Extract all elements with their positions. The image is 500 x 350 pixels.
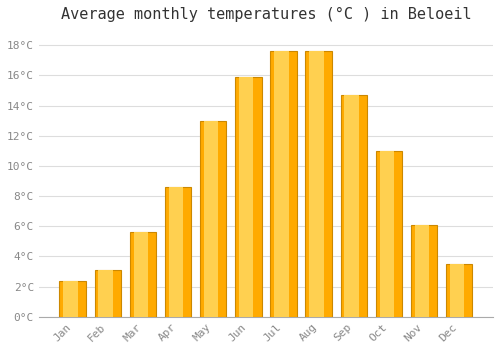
Bar bbox=[98, 270, 113, 317]
Bar bbox=[340, 95, 367, 317]
Bar bbox=[380, 151, 394, 317]
Bar bbox=[239, 77, 254, 317]
Bar bbox=[168, 187, 183, 317]
Bar bbox=[270, 51, 296, 317]
Bar bbox=[376, 151, 402, 317]
Bar bbox=[446, 264, 472, 317]
Bar bbox=[200, 121, 226, 317]
Bar bbox=[450, 264, 464, 317]
Bar bbox=[306, 51, 332, 317]
Bar bbox=[60, 281, 86, 317]
Bar bbox=[310, 51, 324, 317]
Title: Average monthly temperatures (°C ) in Beloeil: Average monthly temperatures (°C ) in Be… bbox=[60, 7, 471, 22]
Bar bbox=[165, 187, 191, 317]
Bar bbox=[204, 121, 218, 317]
Bar bbox=[64, 281, 78, 317]
Bar bbox=[344, 95, 359, 317]
Bar bbox=[134, 232, 148, 317]
Bar bbox=[274, 51, 288, 317]
Bar bbox=[130, 232, 156, 317]
Bar bbox=[235, 77, 262, 317]
Bar bbox=[94, 270, 121, 317]
Bar bbox=[414, 225, 429, 317]
Bar bbox=[411, 225, 438, 317]
